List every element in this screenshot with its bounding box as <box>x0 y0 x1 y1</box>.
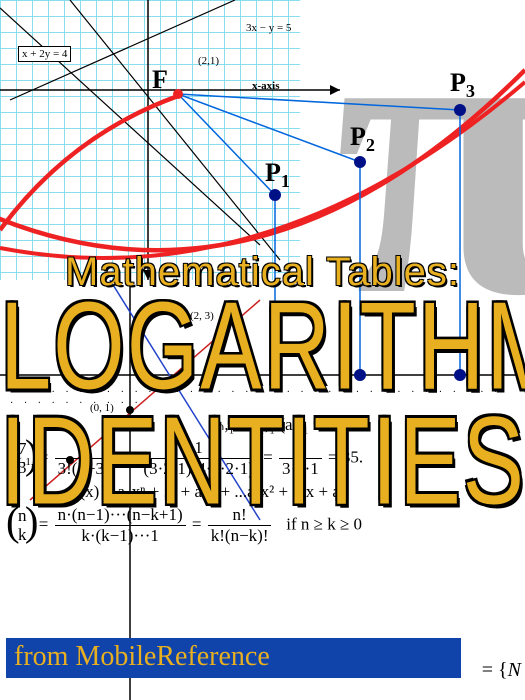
p2-label: P2 <box>350 122 375 156</box>
p3-label: P3 <box>450 68 475 102</box>
edge-fragment: = {N <box>482 659 521 682</box>
title-line1: LOGARITHMIC <box>0 290 525 404</box>
cover-canvas: π <box>0 0 525 700</box>
p1-label: P1 <box>265 158 290 192</box>
eq1-label: x + 2y = 4 <box>18 46 71 62</box>
footer-bar: from MobileReference <box>6 638 461 678</box>
coord-21: (2,1) <box>198 55 219 67</box>
x-axis-label: x-axis <box>252 80 280 92</box>
focus-label: F <box>152 65 168 95</box>
main-title: LOGARITHMIC IDENTITIES <box>0 290 525 518</box>
title-line2: IDENTITIES <box>0 404 525 518</box>
footer-text: from MobileReference <box>6 638 461 676</box>
eq2-label: 3x − y = 5 <box>246 22 291 34</box>
